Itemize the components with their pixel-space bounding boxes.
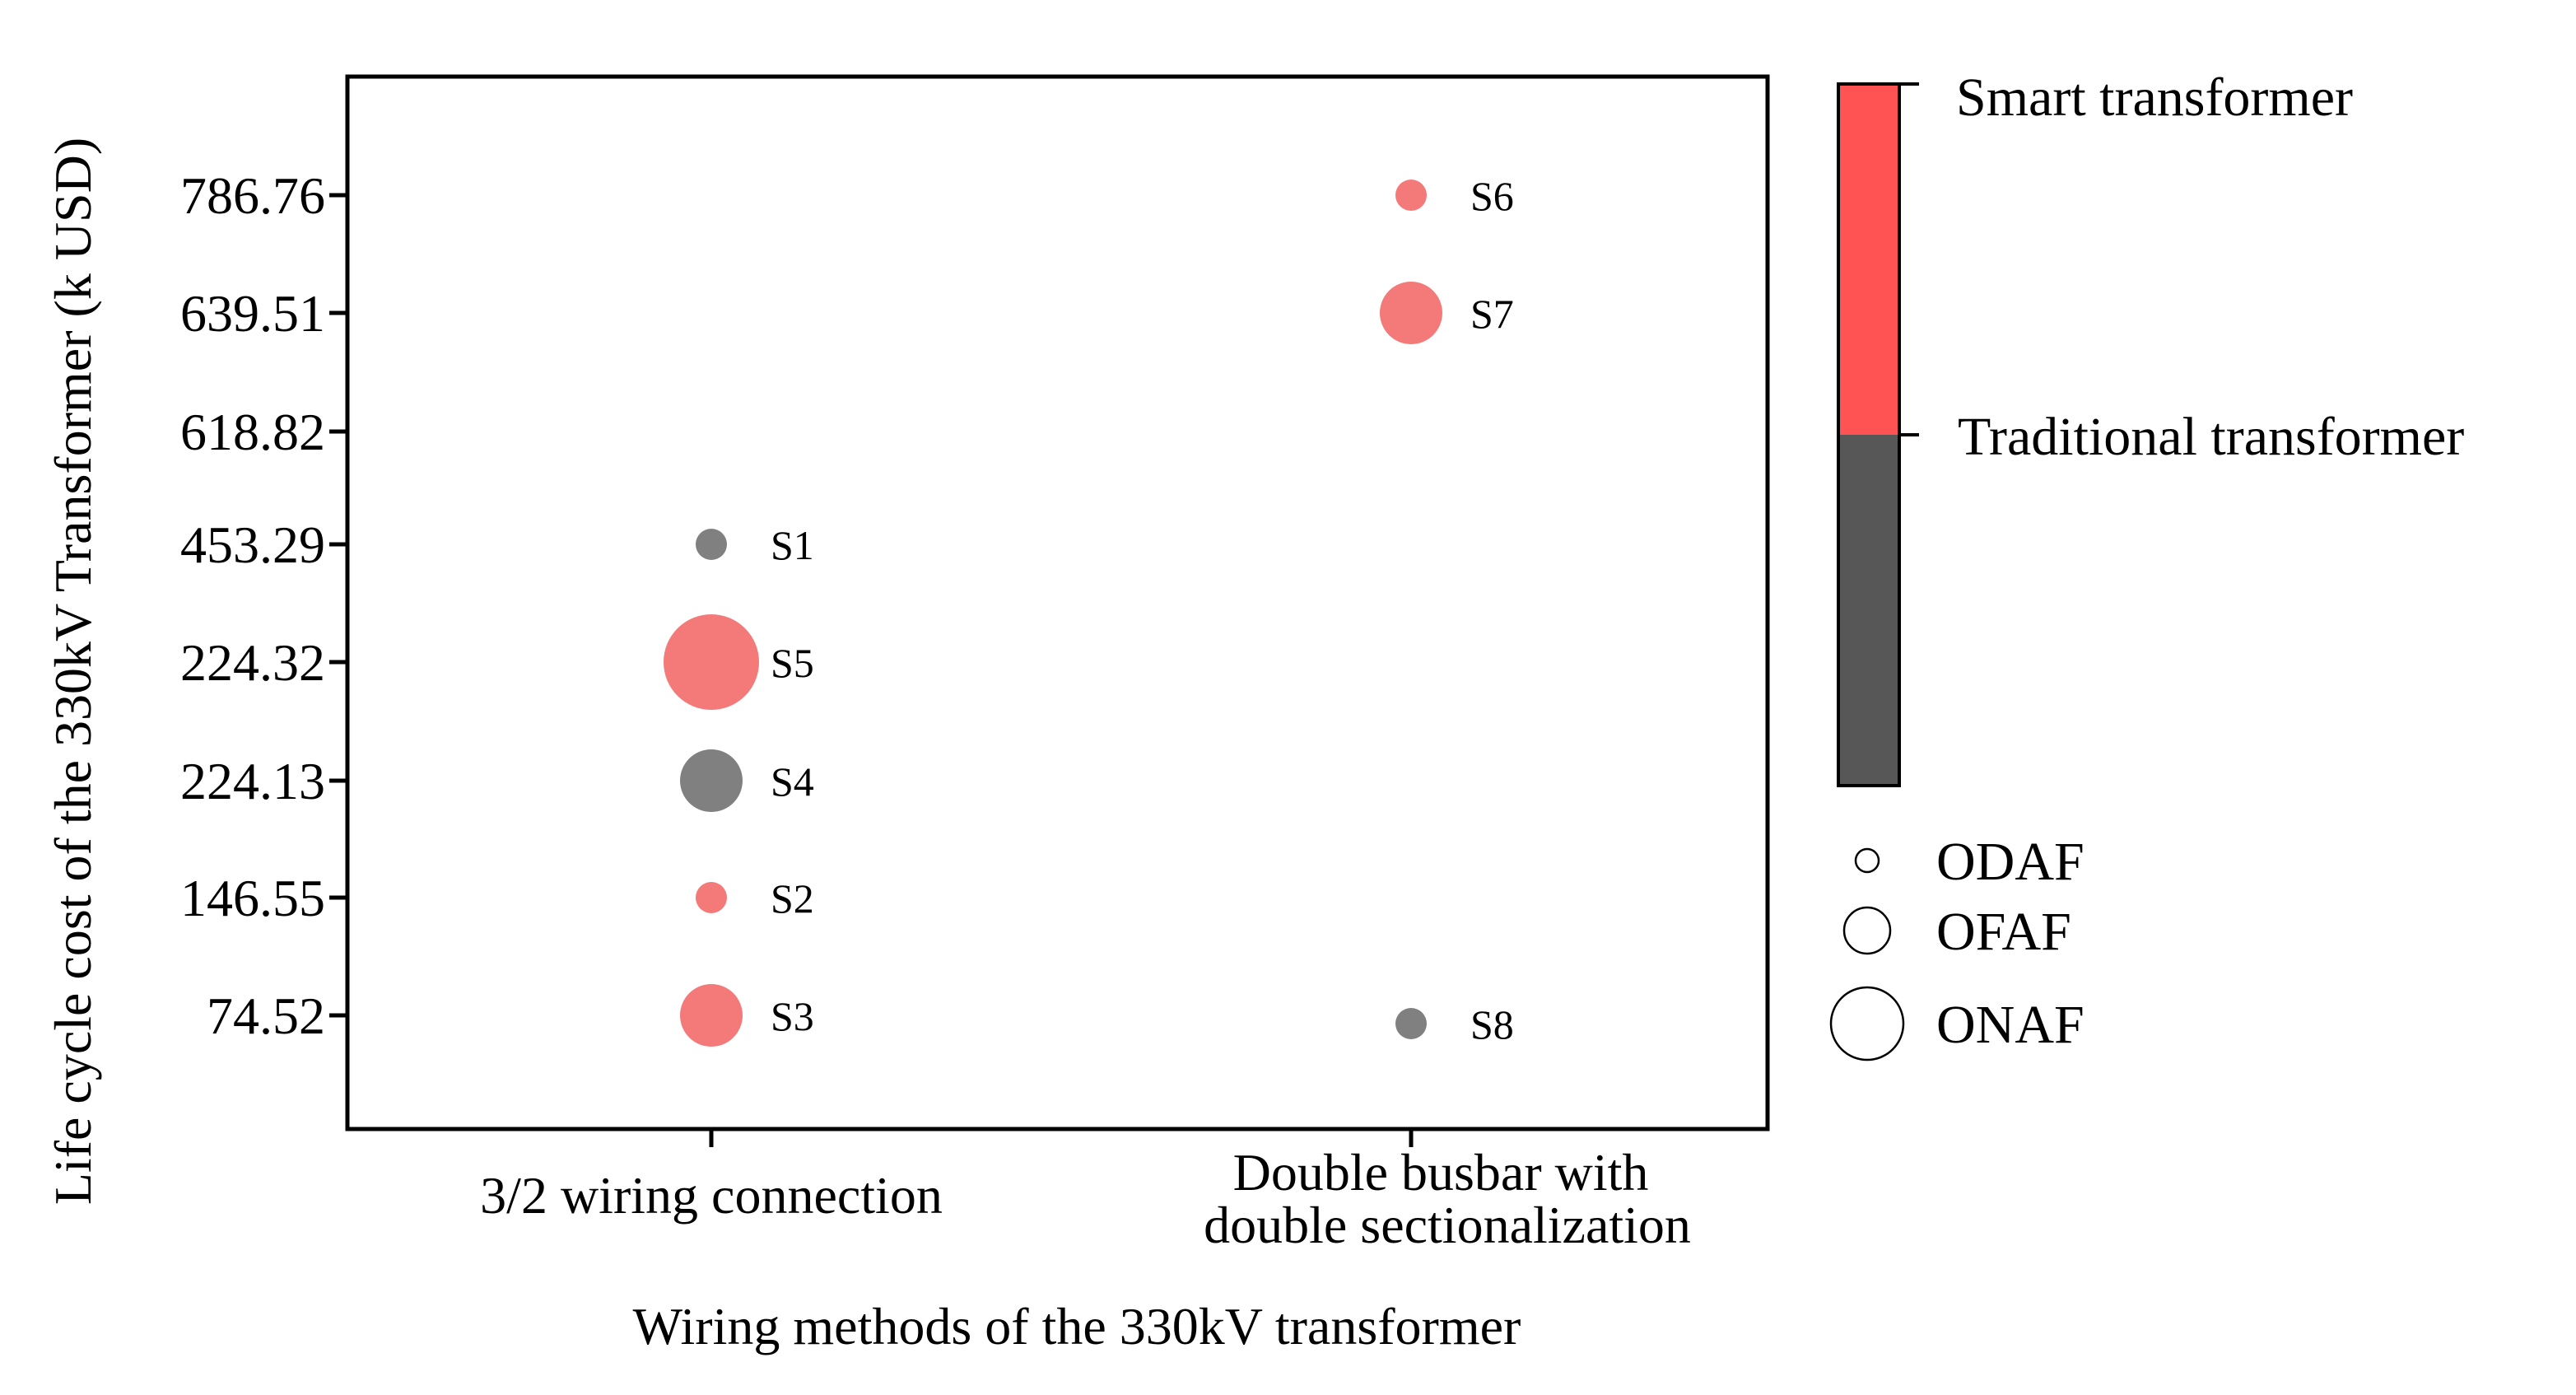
x-category-label: Double busbar with double sectionalizatio… xyxy=(1204,1143,1691,1254)
legend-label-smart: Smart transformer xyxy=(1956,68,2353,128)
data-label-s8: S8 xyxy=(1470,1001,1514,1047)
legend-label-traditional: Traditional transformer xyxy=(1958,407,2464,467)
data-label-s6: S6 xyxy=(1470,173,1514,219)
data-label-s5: S5 xyxy=(771,640,814,686)
data-point-s6 xyxy=(1395,180,1427,211)
data-label-s1: S1 xyxy=(771,522,814,568)
data-point-s4 xyxy=(680,749,743,812)
y-tick-label: 146.55 xyxy=(180,869,325,927)
x-axis-title: Wiring methods of the 330kV transformer xyxy=(633,1297,1521,1355)
size-legend-label-ofaf: OFAF xyxy=(1936,902,2071,962)
y-tick-label: 639.51 xyxy=(180,284,325,343)
data-point-s5 xyxy=(664,614,759,710)
data-label-s3: S3 xyxy=(771,993,814,1039)
y-tick-label: 74.52 xyxy=(207,987,325,1045)
size-legend-circle-ofaf xyxy=(1842,906,1892,955)
y-tick-label: 618.82 xyxy=(180,403,325,461)
size-legend-circle-odaf xyxy=(1854,847,1880,874)
data-label-s7: S7 xyxy=(1470,291,1514,337)
y-axis-title: Life cycle cost of the 330kV Transformer… xyxy=(44,138,102,1205)
legend-swatch-traditional xyxy=(1838,435,1899,786)
size-legend-label-onaf: ONAF xyxy=(1936,995,2085,1055)
data-point-s1 xyxy=(696,529,727,560)
y-tick-label: 224.32 xyxy=(180,633,325,692)
y-tick-label: 453.29 xyxy=(180,516,325,574)
y-tick-label: 224.13 xyxy=(180,752,325,810)
data-point-s8 xyxy=(1395,1008,1427,1039)
data-label-s4: S4 xyxy=(771,758,814,805)
data-point-s3 xyxy=(680,984,743,1047)
x-category-label: 3/2 wiring connection xyxy=(480,1166,943,1225)
legend-swatch-smart xyxy=(1838,84,1899,435)
data-point-s7 xyxy=(1380,282,1442,344)
size-legend-label-odaf: ODAF xyxy=(1936,832,2085,892)
plot-frame xyxy=(345,74,1770,1131)
y-tick-label: 786.76 xyxy=(180,166,325,225)
data-point-s2 xyxy=(696,882,727,913)
data-label-s2: S2 xyxy=(771,875,814,921)
size-legend-circle-onaf xyxy=(1829,986,1905,1061)
